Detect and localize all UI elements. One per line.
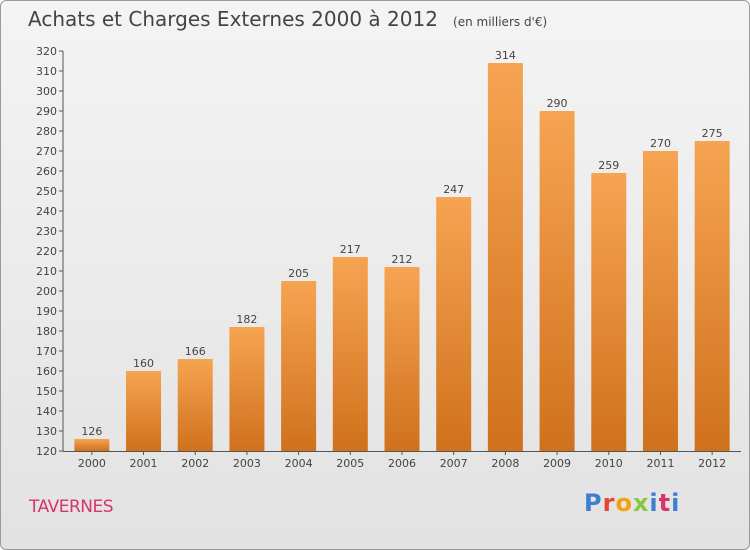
data-label-2006: 212 bbox=[392, 253, 413, 266]
x-tick-label: 2012 bbox=[698, 457, 726, 470]
y-tick-label: 210 bbox=[36, 265, 57, 278]
bar-2009 bbox=[539, 111, 575, 451]
bar-2001 bbox=[126, 371, 162, 451]
y-tick-label: 300 bbox=[36, 85, 57, 98]
bar-2005 bbox=[332, 257, 368, 451]
logo-letter: t bbox=[658, 489, 672, 517]
data-label-2000: 126 bbox=[81, 425, 102, 438]
y-tick-label: 200 bbox=[36, 285, 57, 298]
logo-letter: i bbox=[649, 489, 659, 517]
title-block: Achats et Charges Externes 2000 à 2012 (… bbox=[28, 7, 547, 31]
x-axis: 2000 2001 2002 2003 2004 2005 2006 2007 2008 2009… bbox=[63, 451, 741, 470]
data-label-2009: 290 bbox=[547, 97, 568, 110]
y-tick-label: 280 bbox=[36, 125, 57, 138]
data-label-2001: 160 bbox=[133, 357, 154, 370]
y-tick-label: 290 bbox=[36, 105, 57, 118]
logo-letter: o bbox=[615, 489, 633, 517]
x-tick-label: 2010 bbox=[595, 457, 623, 470]
logo-letter: x bbox=[632, 489, 650, 517]
bar-2006 bbox=[384, 267, 420, 451]
x-tick-label: 2004 bbox=[285, 457, 313, 470]
data-label-2004: 205 bbox=[288, 267, 309, 280]
x-tick-label: 2001 bbox=[130, 457, 158, 470]
y-tick-label: 260 bbox=[36, 165, 57, 178]
data-label-2003: 182 bbox=[236, 313, 257, 326]
proxiti-logo[interactable]: Proxiti bbox=[584, 489, 680, 517]
bar-2012 bbox=[694, 141, 730, 451]
y-tick-label: 160 bbox=[36, 365, 57, 378]
logo-letter: P bbox=[584, 489, 603, 517]
data-label-2010: 259 bbox=[598, 159, 619, 172]
y-tick-label: 130 bbox=[36, 425, 57, 438]
bar-2011 bbox=[642, 151, 678, 451]
y-tick-label: 270 bbox=[36, 145, 57, 158]
bar-2010 bbox=[591, 173, 627, 451]
y-tick-label: 170 bbox=[36, 345, 57, 358]
y-tick-label: 140 bbox=[36, 405, 57, 418]
data-label-2011: 270 bbox=[650, 137, 671, 150]
x-tick-label: 2007 bbox=[440, 457, 468, 470]
logo-letter: i bbox=[671, 489, 681, 517]
chart-unit: (en milliers d'€) bbox=[453, 15, 548, 29]
bar-2002 bbox=[177, 359, 213, 451]
x-tick-label: 2002 bbox=[181, 457, 209, 470]
y-tick-label: 250 bbox=[36, 185, 57, 198]
data-label-2007: 247 bbox=[443, 183, 464, 196]
y-tick-label: 320 bbox=[36, 45, 57, 58]
x-tick-label: 2011 bbox=[646, 457, 674, 470]
bar-2003 bbox=[229, 327, 265, 451]
x-tick-label: 2009 bbox=[543, 457, 571, 470]
town-name: TAVERNES bbox=[29, 497, 114, 517]
y-tick-label: 180 bbox=[36, 325, 57, 338]
data-labels: 126 160 166 182 205 217 212 247 314 290 259 270 275 bbox=[81, 49, 722, 438]
x-tick-label: 2006 bbox=[388, 457, 416, 470]
bars bbox=[74, 63, 730, 451]
y-axis: 120 130 140 150 160 170 180 190 200 210 220 230 240 2… bbox=[36, 45, 64, 458]
bar-2000 bbox=[74, 439, 110, 451]
logo-letter: r bbox=[602, 489, 616, 517]
y-tick-label: 190 bbox=[36, 305, 57, 318]
x-tick-label: 2005 bbox=[336, 457, 364, 470]
x-tick-label: 2003 bbox=[233, 457, 261, 470]
y-tick-label: 150 bbox=[36, 385, 57, 398]
x-tick-label: 2000 bbox=[78, 457, 106, 470]
chart-title: Achats et Charges Externes 2000 à 2012 bbox=[28, 7, 438, 31]
y-tick-label: 230 bbox=[36, 225, 57, 238]
y-tick-label: 220 bbox=[36, 245, 57, 258]
data-label-2012: 275 bbox=[702, 127, 723, 140]
x-tick-label: 2008 bbox=[491, 457, 519, 470]
y-tick-label: 310 bbox=[36, 65, 57, 78]
bar-2007 bbox=[436, 197, 472, 451]
bar-2008 bbox=[487, 63, 523, 451]
data-label-2002: 166 bbox=[185, 345, 206, 358]
bar-2004 bbox=[281, 281, 317, 451]
data-label-2008: 314 bbox=[495, 49, 516, 62]
data-label-2005: 217 bbox=[340, 243, 361, 256]
y-tick-label: 120 bbox=[36, 445, 57, 458]
y-tick-label: 240 bbox=[36, 205, 57, 218]
